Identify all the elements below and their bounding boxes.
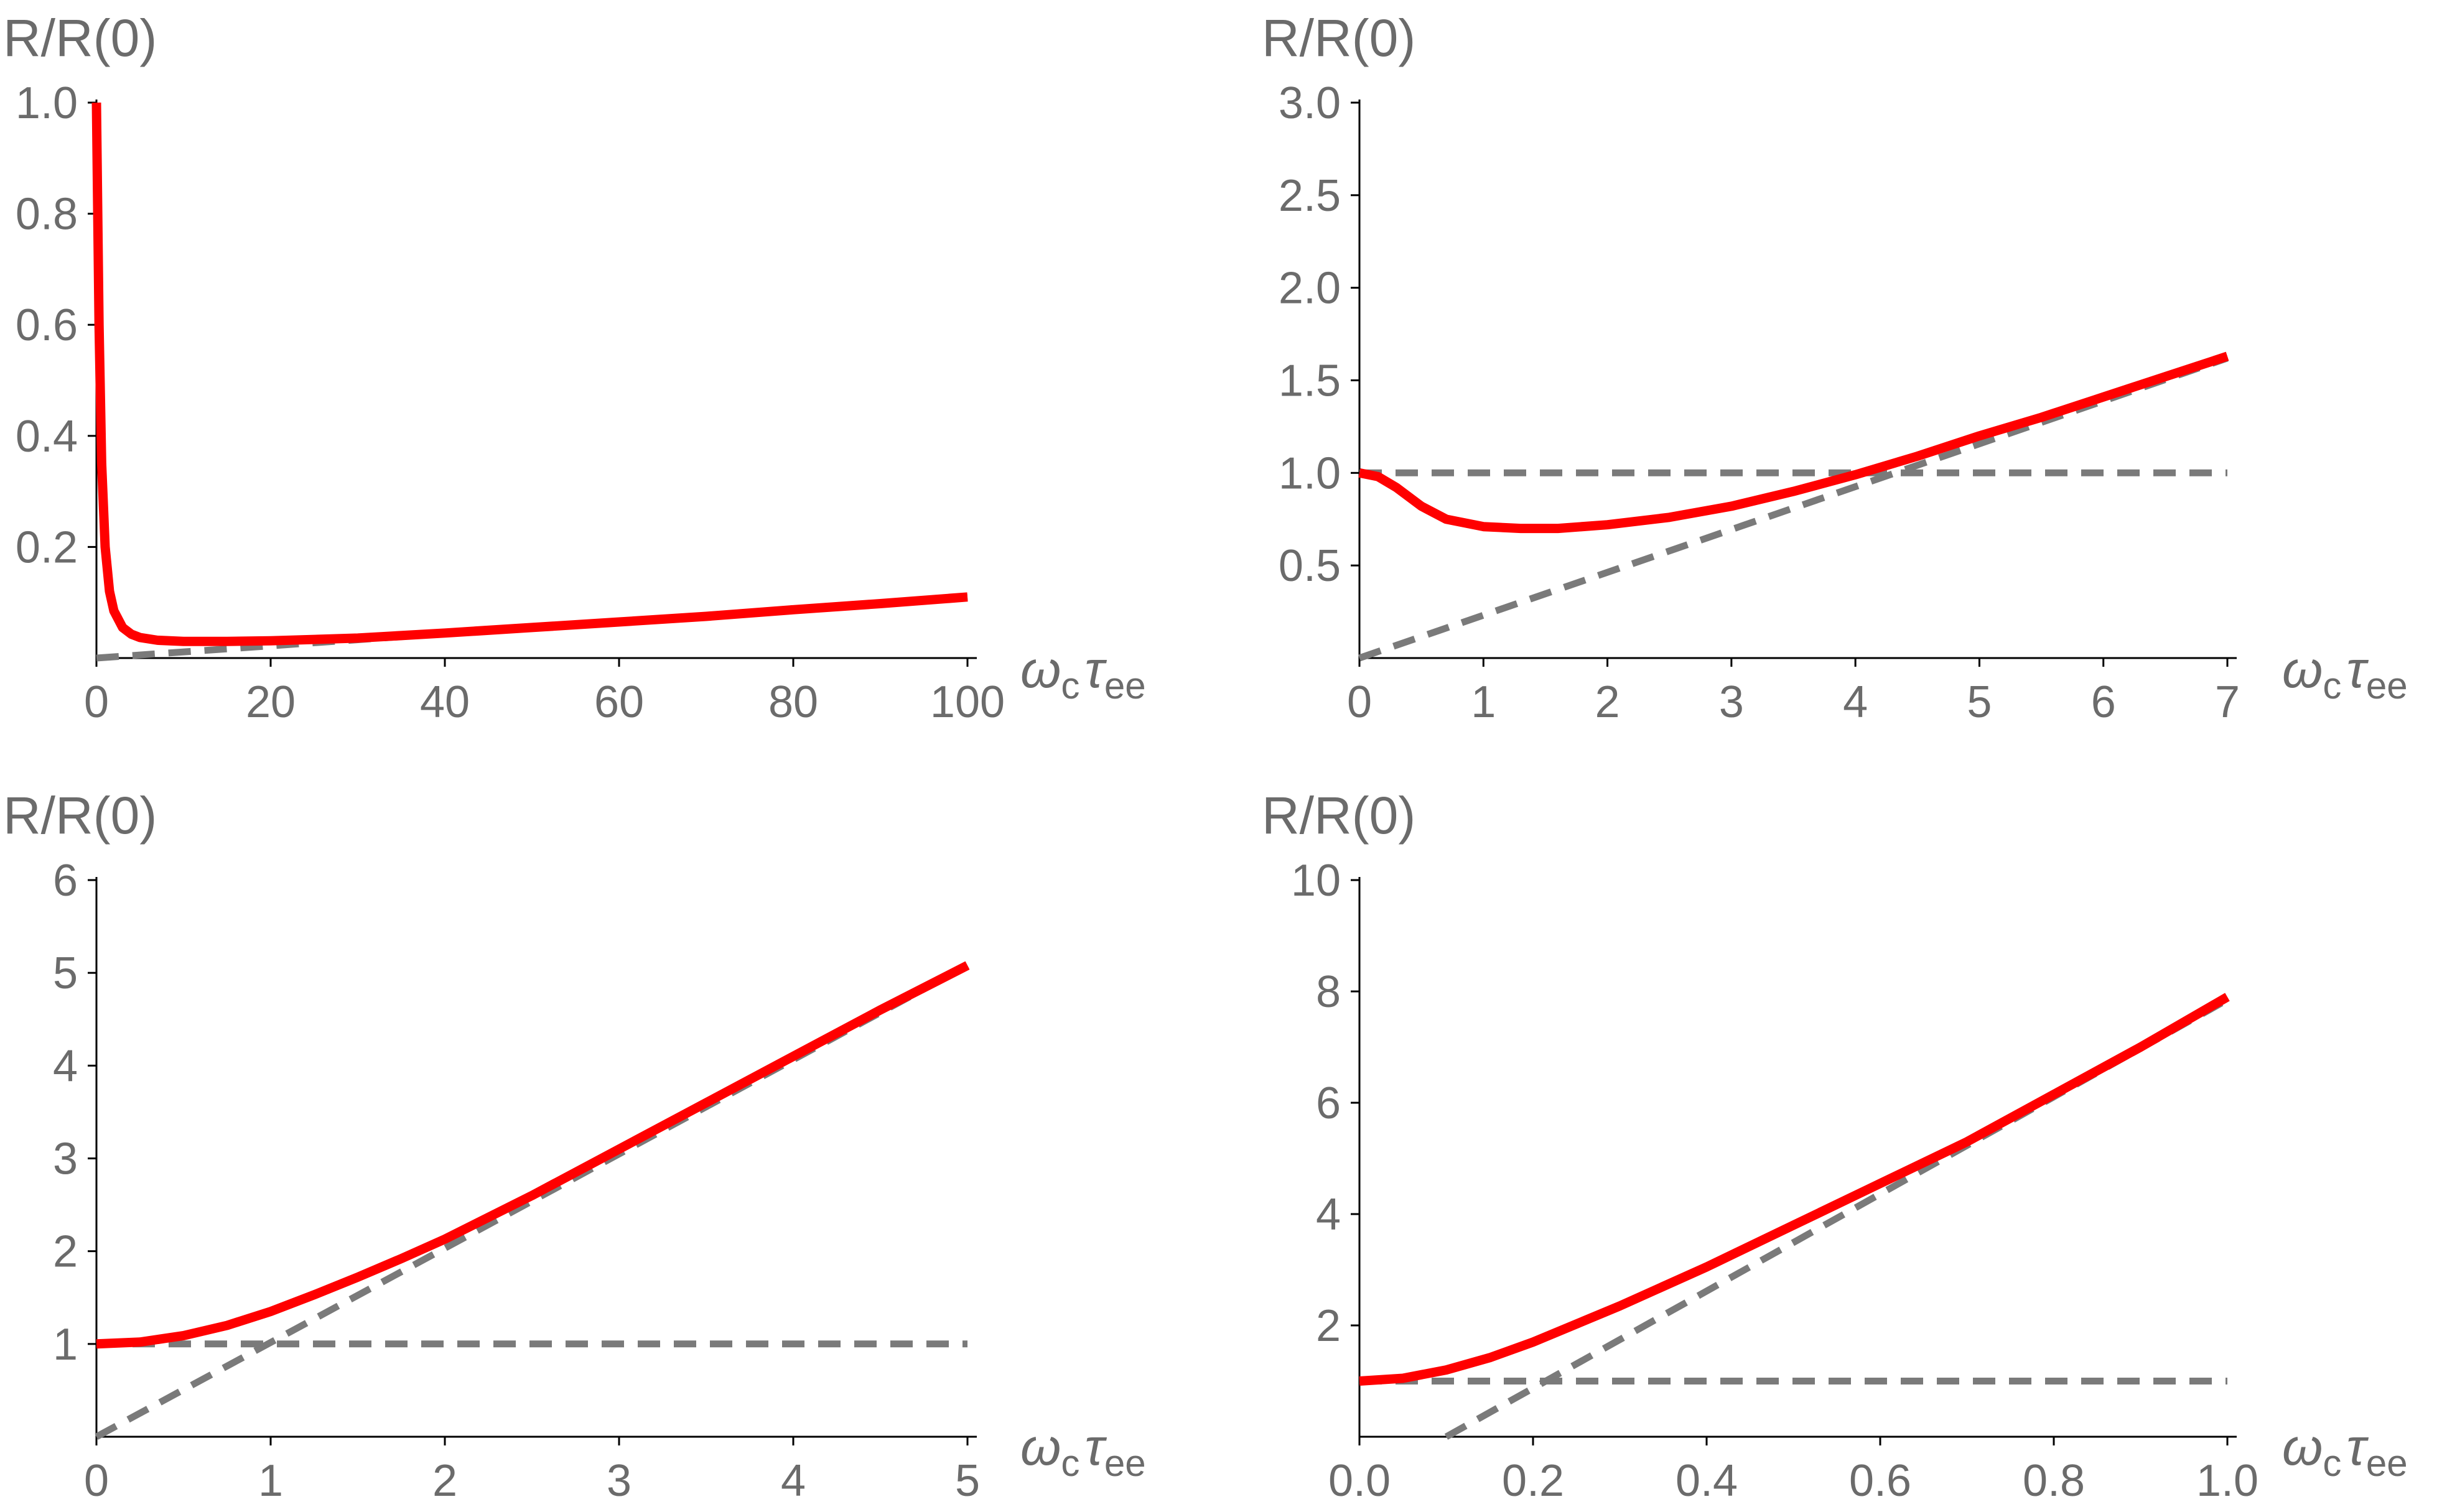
y-tick-label: 0.6	[16, 300, 78, 350]
y-tick-label: 3.0	[1279, 78, 1341, 128]
y-tick-label: 1.0	[16, 78, 78, 128]
x-tick-label: 4	[1843, 677, 1868, 727]
x-tick-label: 60	[594, 677, 644, 727]
y-axis-title: R/R(0)	[1262, 786, 1415, 845]
resistance-curve	[1358, 351, 2229, 534]
x-tick-label: 1	[1471, 677, 1496, 727]
x-axis-title-sym1: ω	[1020, 1417, 1061, 1476]
y-tick-label: 1.5	[1279, 356, 1341, 406]
x-tick-label: 0.2	[1502, 1456, 1564, 1506]
x-axis-title: ωcτee	[2282, 640, 2408, 707]
x-tick-label: 6	[2091, 677, 2116, 727]
x-tick-label: 20	[246, 677, 296, 727]
resistance-curve	[96, 961, 970, 1349]
y-tick-label: 0.4	[16, 412, 78, 461]
x-axis-title-sym2: τ	[1084, 1417, 1107, 1476]
y-tick-label: 0.2	[16, 522, 78, 572]
x-tick-label: 4	[781, 1456, 806, 1506]
y-axis-title: R/R(0)	[1262, 9, 1415, 67]
x-axis-title: ωcτee	[1020, 1417, 1146, 1484]
x-axis-title-sym2: τ	[2346, 1417, 2369, 1476]
chart-panel-4: 0.0 0.2 0.4 0.6 0.8 1.0 2 4 6 8 10 R/R(0) ωcτee	[1262, 786, 2408, 1506]
y-tick-label: 0.8	[16, 190, 78, 239]
x-tick-label: 5	[955, 1456, 980, 1506]
y-tick-label: 2	[1316, 1301, 1341, 1351]
x-axis-title-sub1: c	[1061, 665, 1079, 707]
x-axis-title-sub1: c	[2323, 1442, 2341, 1484]
x-tick-label: 3	[1719, 677, 1744, 727]
x-axis-title: ωcτee	[2282, 1417, 2408, 1484]
x-axis-title-sub2: ee	[2366, 1442, 2408, 1484]
x-tick-label: 0.4	[1676, 1456, 1738, 1506]
chart-panel-1: 0 20 40 60 80 100 0.2 0.4 0.6 0.8 1.0 R/R(0) ωcτee	[3, 9, 1146, 727]
y-tick-label: 2	[53, 1227, 78, 1277]
x-axis-title-sym2: τ	[1084, 640, 1107, 698]
y-tick-label: 1	[53, 1320, 78, 1370]
y-tick-label: 8	[1316, 967, 1341, 1017]
x-tick-label: 0	[1347, 677, 1372, 727]
x-axis-title-sym1: ω	[1020, 640, 1061, 698]
x-tick-label: 0.6	[1849, 1456, 1911, 1506]
x-axis-title-sub2: ee	[2366, 665, 2408, 707]
y-tick-label: 3	[53, 1134, 78, 1184]
x-axis-title-sub1: c	[2323, 665, 2341, 707]
resistance-curve	[1359, 993, 2230, 1386]
x-tick-label: 40	[420, 677, 470, 727]
x-tick-label: 0	[84, 677, 109, 727]
y-tick-label: 2.5	[1279, 171, 1341, 221]
x-tick-label: 3	[607, 1456, 632, 1506]
x-tick-label: 1	[258, 1456, 283, 1506]
y-tick-label: 10	[1291, 856, 1341, 906]
x-tick-label: 80	[768, 677, 818, 727]
y-tick-label: 4	[1316, 1190, 1341, 1240]
y-tick-label: 4	[53, 1041, 78, 1091]
resistance-curve	[91, 102, 968, 646]
chart-panel-2: 0 1 2 3 4 5 6 7 0.5 1.0 1.5 2.0 2.5 3.0 R/R(0) ωcτee	[1262, 9, 2408, 727]
x-tick-label: 100	[930, 677, 1005, 727]
y-tick-label: 1.0	[1279, 448, 1341, 498]
x-axis-title-sym1: ω	[2282, 640, 2323, 698]
x-tick-label: 7	[2215, 677, 2240, 727]
x-axis-title-sub1: c	[1061, 1442, 1079, 1484]
x-tick-label: 2	[432, 1456, 457, 1506]
x-axis-title-sub2: ee	[1104, 1442, 1146, 1484]
y-tick-label: 0.5	[1279, 541, 1341, 591]
y-tick-label: 2.0	[1279, 264, 1341, 313]
y-axis-title: R/R(0)	[3, 786, 157, 845]
x-tick-label: 5	[1967, 677, 1992, 727]
y-axis-title: R/R(0)	[3, 9, 157, 67]
x-tick-label: 0.0	[1328, 1456, 1391, 1506]
y-tick-label: 6	[1316, 1078, 1341, 1128]
x-axis-title-sub2: ee	[1104, 665, 1146, 707]
dashed-reference-line	[95, 962, 969, 1440]
y-tick-label: 6	[53, 856, 78, 906]
x-axis-title-sym2: τ	[2346, 640, 2369, 698]
x-tick-label: 2	[1595, 677, 1620, 727]
x-axis-title: ωcτee	[1020, 640, 1146, 707]
chart-panel-3: 0 1 2 3 4 5 1 2 3 4 5 6 R/R(0) ωcτee	[3, 786, 1146, 1506]
y-tick-label: 5	[53, 948, 78, 998]
x-tick-label: 0.8	[2023, 1456, 2085, 1506]
dashed-reference-line	[1444, 996, 2229, 1440]
x-axis-title-sym1: ω	[2282, 1417, 2323, 1476]
x-tick-label: 0	[84, 1456, 109, 1506]
x-tick-label: 1.0	[2196, 1456, 2258, 1506]
